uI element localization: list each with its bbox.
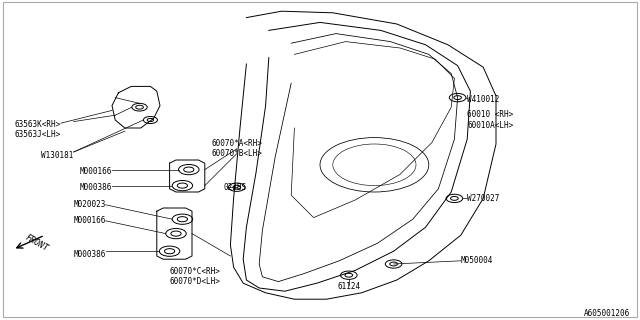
Text: 60070*C<RH>
60070*D<LH>: 60070*C<RH> 60070*D<LH> <box>170 267 220 286</box>
Text: 023BS: 023BS <box>224 183 247 192</box>
Text: FRONT: FRONT <box>24 233 50 253</box>
Text: M050004: M050004 <box>461 256 493 265</box>
Text: W130181: W130181 <box>41 151 74 160</box>
Text: A605001206: A605001206 <box>584 309 630 318</box>
Text: M020023: M020023 <box>73 200 106 209</box>
Text: M000166: M000166 <box>73 216 106 225</box>
Text: M000386: M000386 <box>79 183 112 192</box>
Text: 60010 <RH>
60010A<LH>: 60010 <RH> 60010A<LH> <box>467 110 513 130</box>
Text: W270027: W270027 <box>467 194 500 203</box>
Text: 60070*A<RH>
60070*B<LH>: 60070*A<RH> 60070*B<LH> <box>211 139 262 158</box>
Text: 61124: 61124 <box>337 282 360 291</box>
Text: M000166: M000166 <box>79 167 112 176</box>
Text: 63563K<RH>
63563J<LH>: 63563K<RH> 63563J<LH> <box>15 120 61 139</box>
Text: W410012: W410012 <box>467 95 500 104</box>
Text: M000386: M000386 <box>73 250 106 259</box>
